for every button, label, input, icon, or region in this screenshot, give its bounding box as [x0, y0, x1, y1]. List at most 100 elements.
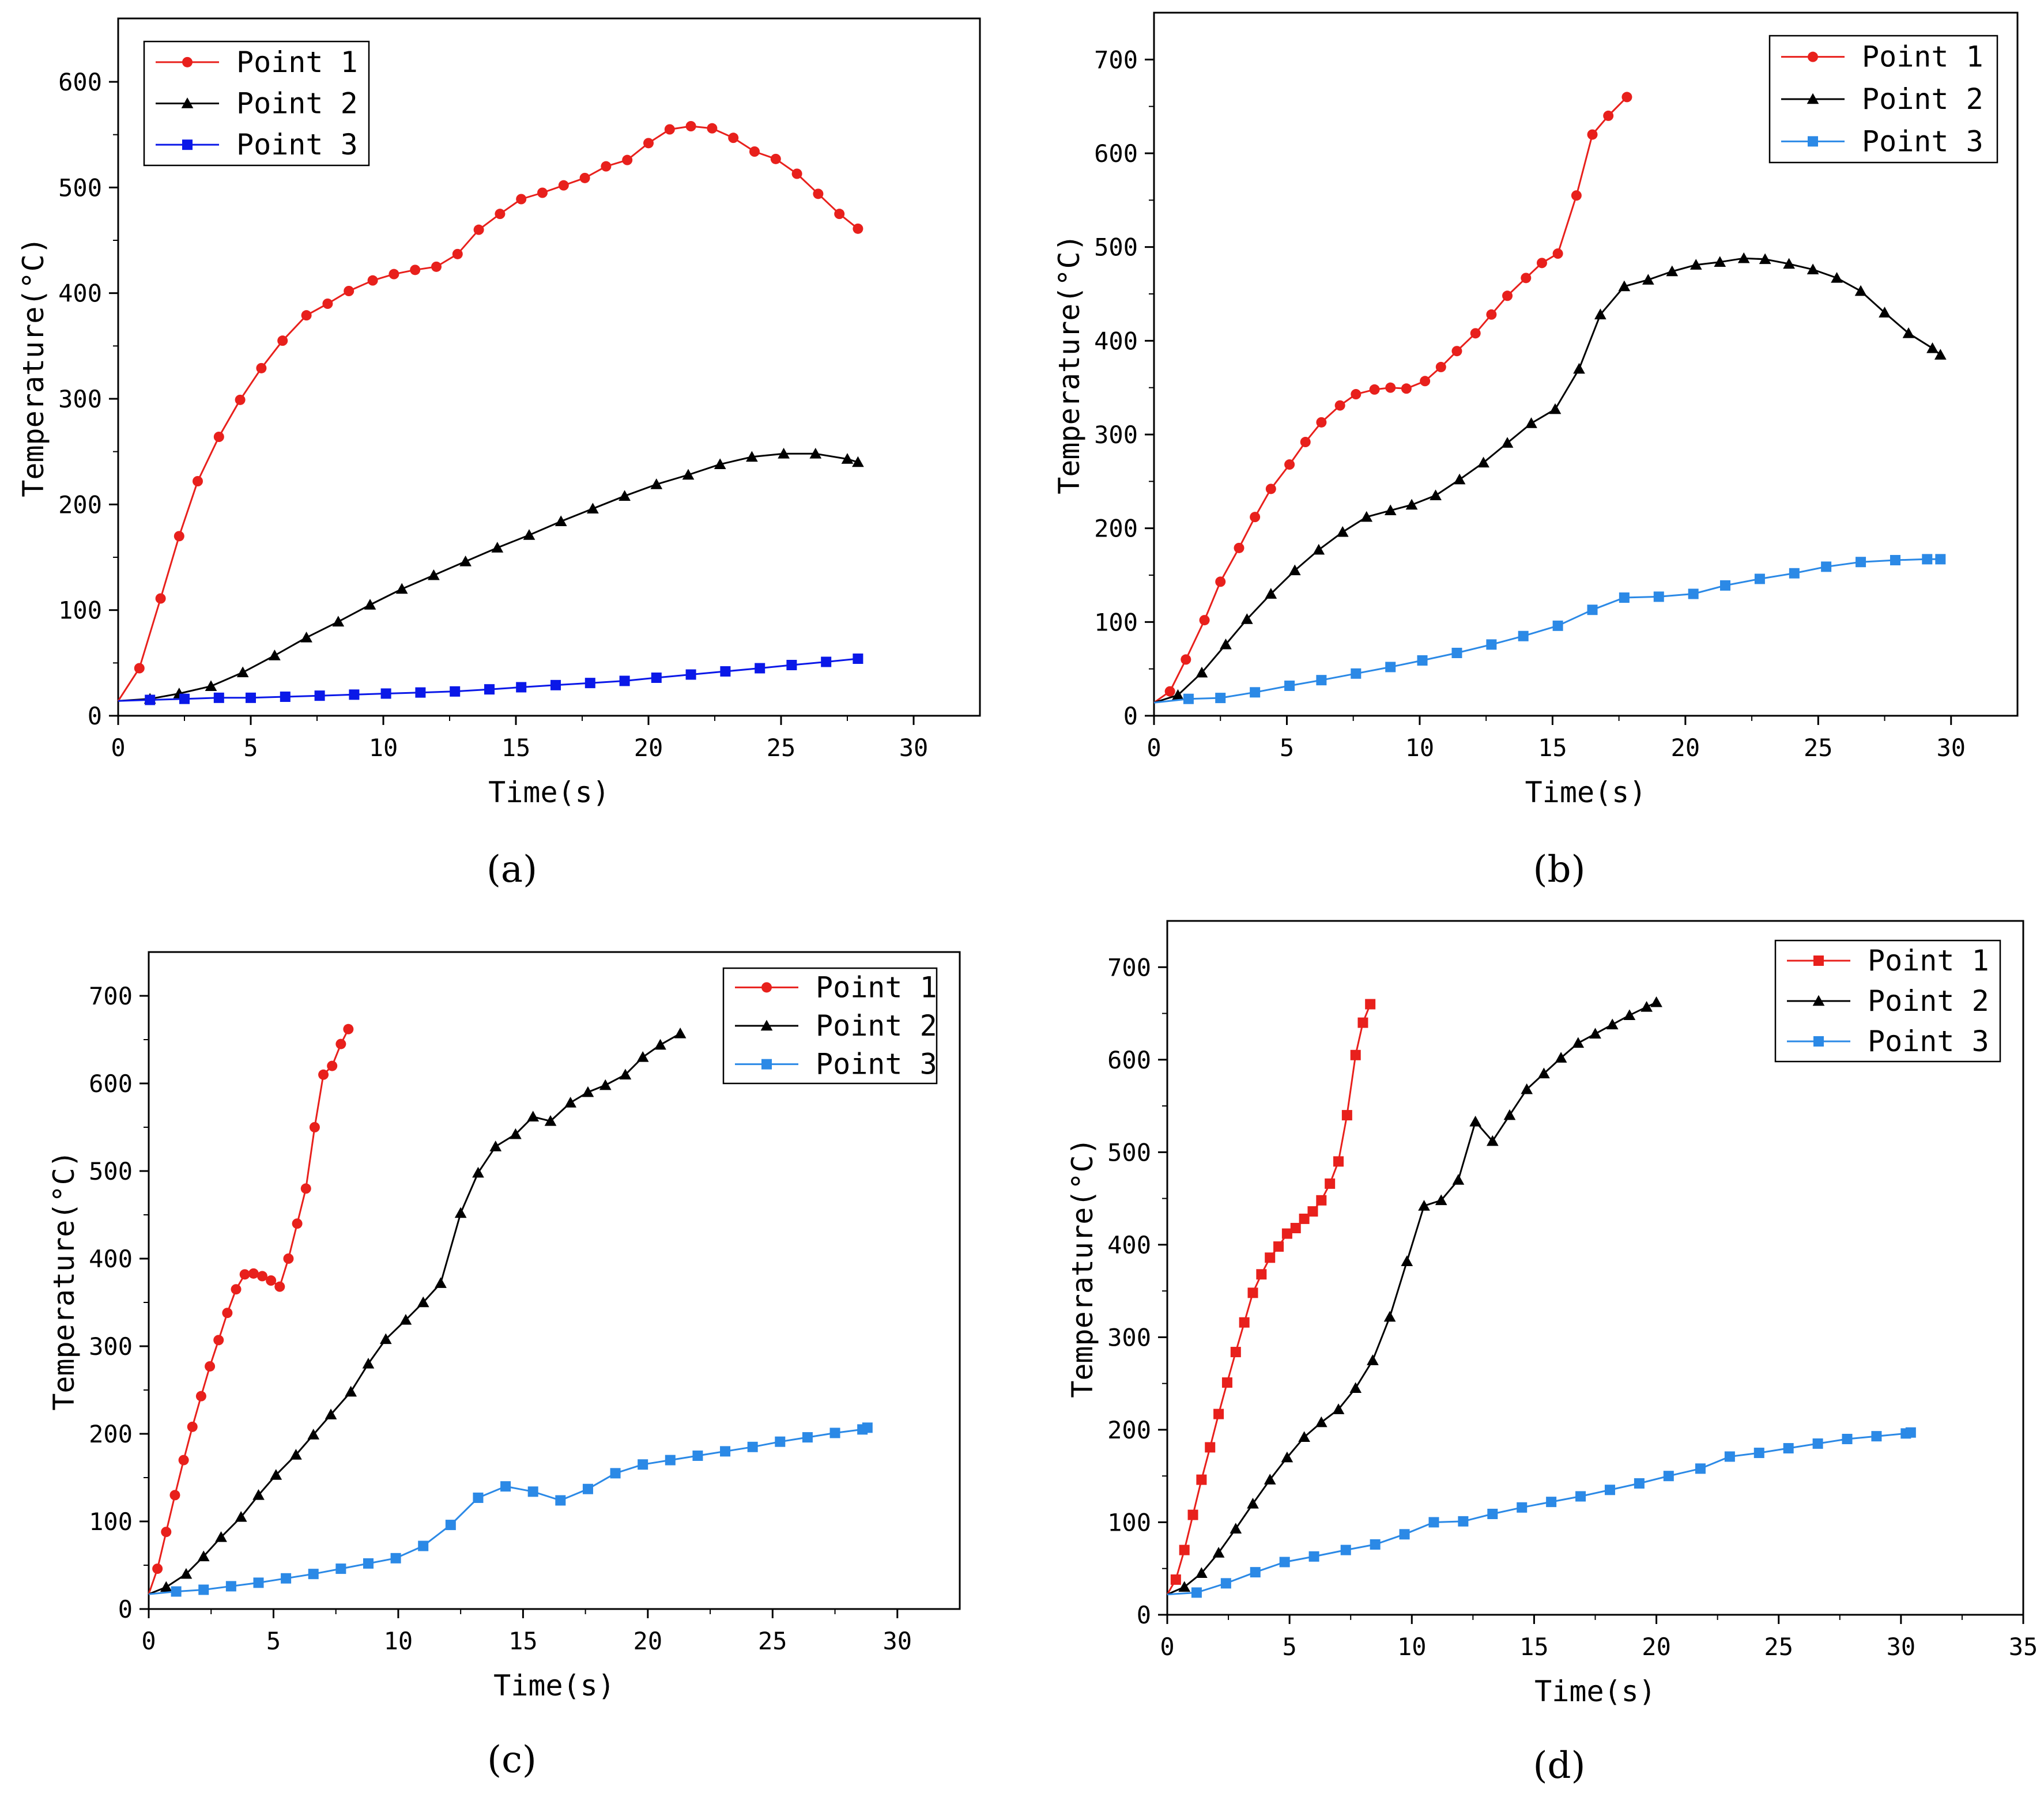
data-point: [205, 680, 217, 691]
data-point: [197, 1550, 210, 1562]
data-point: [853, 223, 863, 234]
y-tick-label: 100: [1107, 1508, 1151, 1536]
data-point: [791, 168, 802, 179]
series-line: [118, 452, 858, 702]
data-point: [213, 692, 224, 703]
data-point: [415, 687, 426, 698]
data-point: [1316, 675, 1327, 686]
data-point: [1213, 1408, 1224, 1419]
data-point: [746, 451, 758, 462]
data-point: [222, 1308, 233, 1319]
data-point: [1196, 1474, 1207, 1485]
data-point: [1555, 1052, 1567, 1063]
legend: Point 1 Point 2 Point 3: [143, 40, 370, 167]
data-point: [491, 542, 504, 553]
data-point: [564, 1097, 576, 1108]
data-point: [1365, 999, 1376, 1010]
data-point: [685, 669, 696, 680]
data-point: [300, 1183, 311, 1194]
y-tick-label: 300: [1094, 421, 1138, 449]
data-point: [720, 1446, 731, 1457]
data-point: [1666, 265, 1679, 277]
data-point: [544, 1115, 557, 1126]
legend-marker: [1812, 995, 1825, 1006]
legend-marker: [1807, 93, 1819, 104]
data-point: [599, 1079, 612, 1090]
y-tick-label: 600: [1094, 139, 1138, 168]
data-point: [1256, 1269, 1267, 1280]
data-point: [270, 1469, 282, 1480]
y-tick-label: 0: [1137, 1601, 1151, 1629]
data-point: [1191, 1587, 1202, 1598]
data-point: [1430, 489, 1442, 501]
data-point: [1230, 1347, 1241, 1358]
data-point: [1503, 1109, 1516, 1120]
data-point: [1458, 1516, 1469, 1527]
data-point: [651, 673, 662, 683]
data-point: [1807, 263, 1819, 274]
series-line: [1166, 1003, 1371, 1595]
x-tick-label: 20: [634, 734, 663, 762]
data-point: [1922, 554, 1933, 565]
plot-frame: [117, 17, 981, 717]
series-1: [1153, 92, 1632, 704]
data-point: [344, 286, 355, 296]
legend-label: Point 2: [236, 87, 358, 120]
series-line: [117, 125, 859, 702]
data-point: [1164, 686, 1175, 697]
x-tick-label: 15: [1519, 1633, 1549, 1661]
data-point: [1487, 1509, 1498, 1520]
data-point: [1351, 668, 1362, 679]
panel-caption: (c): [487, 1739, 537, 1781]
data-point: [1469, 1116, 1481, 1127]
data-point: [1854, 285, 1867, 296]
data-point: [1367, 1354, 1379, 1365]
data-point: [654, 1038, 666, 1050]
data-point: [1753, 1448, 1764, 1459]
data-point: [1428, 1517, 1439, 1528]
data-point: [1435, 1194, 1447, 1206]
data-point: [1401, 383, 1412, 394]
data-point: [1316, 417, 1327, 428]
series-line: [1167, 1432, 1911, 1596]
data-point: [1332, 1403, 1345, 1414]
data-point: [1196, 666, 1208, 678]
data-point: [1172, 689, 1184, 700]
data-point: [1552, 248, 1563, 259]
x-tick-label: 25: [1804, 734, 1833, 762]
data-point: [198, 1584, 209, 1595]
data-point: [1351, 389, 1362, 400]
legend-marker: [761, 1059, 772, 1070]
data-point: [1181, 654, 1191, 665]
data-point: [1842, 1433, 1853, 1444]
y-tick-label: 200: [89, 1420, 133, 1448]
data-point: [343, 1023, 354, 1034]
data-point: [452, 248, 463, 259]
data-point: [622, 154, 633, 165]
data-point: [277, 335, 288, 346]
y-axis-label: Temperature(°C): [1053, 234, 1086, 494]
data-point: [349, 689, 360, 700]
data-point: [484, 684, 495, 695]
data-point: [213, 432, 224, 442]
data-point: [1737, 252, 1750, 263]
chart-panel-d: 0 5 10 15 20 25 30 35 0 100 200 300 400 500 600 700 Time…: [1066, 920, 2038, 1787]
data-point: [454, 1207, 467, 1218]
legend: Point 1 Point 2 Point 3: [722, 967, 938, 1085]
data-point: [1369, 384, 1380, 395]
data-point: [1401, 1255, 1413, 1267]
data-point: [1783, 1443, 1794, 1454]
data-point: [1650, 996, 1662, 1007]
legend-label: Point 1: [236, 46, 358, 79]
data-point: [1517, 1502, 1528, 1513]
data-point: [555, 515, 567, 526]
data-point: [379, 1333, 392, 1344]
data-point: [1604, 1485, 1615, 1495]
data-point: [579, 172, 590, 183]
data-point: [161, 1527, 172, 1538]
chart-panel-b: 0 5 10 15 20 25 300100200300400500600700Time(s…: [1053, 12, 2019, 891]
data-point: [318, 1069, 329, 1080]
y-axis-label: Temperature(°C): [17, 237, 50, 497]
data-point: [1220, 639, 1232, 649]
